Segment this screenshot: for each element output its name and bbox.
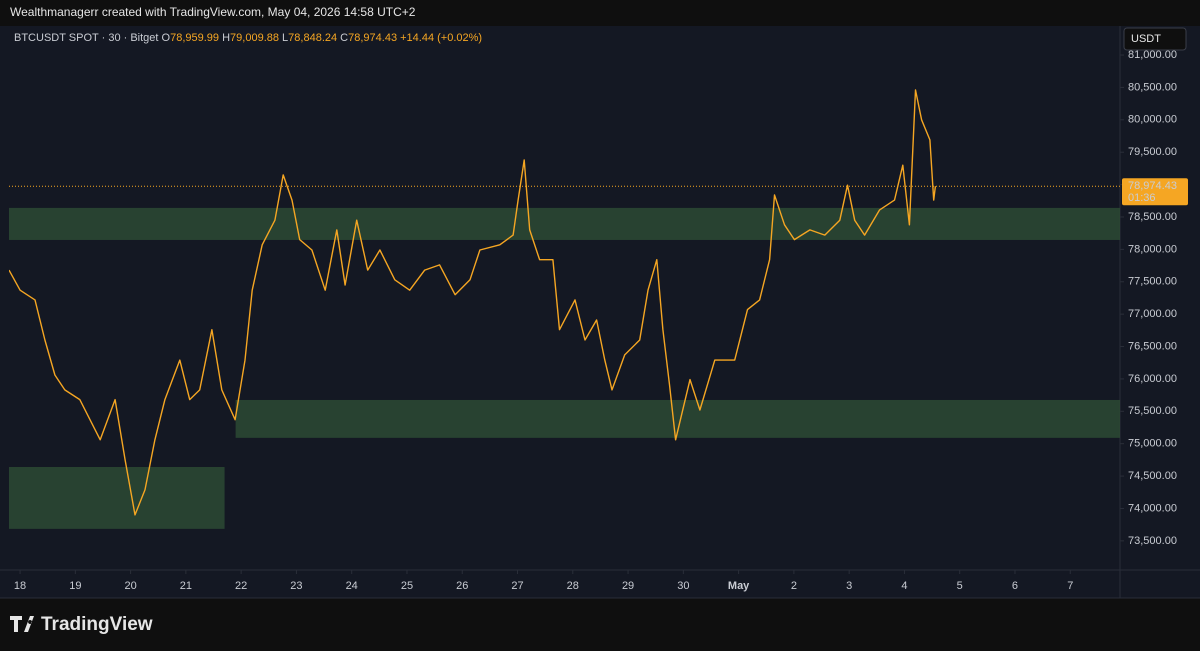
y-tick-label: 75,500.00 [1128,405,1177,417]
x-tick-label: 23 [290,580,302,592]
legend-value: 78,959.99 [170,32,219,44]
y-tick-label: 77,000.00 [1128,308,1177,320]
legend-key: C [340,32,348,44]
y-tick-label: 78,500.00 [1128,211,1177,223]
x-tick-label: 20 [124,580,136,592]
y-tick-label: 74,000.00 [1128,502,1177,514]
legend-key: O [162,32,171,44]
x-tick-label: 26 [456,580,468,592]
y-tick-label: 79,500.00 [1128,146,1177,158]
y-tick-label: 81,000.00 [1128,49,1177,61]
zone [9,207,1120,240]
x-tick-label: 25 [401,580,413,592]
x-tick-label: 7 [1067,580,1073,592]
legend-key: H [222,32,230,44]
currency-button[interactable] [1123,27,1187,51]
brand: TradingView [41,614,153,635]
countdown: 01:36 [1128,192,1156,204]
y-tick-label: 74,500.00 [1128,470,1177,482]
y-tick-label: 77,500.00 [1128,276,1177,288]
legend-value: 79,009.88 [230,32,279,44]
x-tick-label: 5 [957,580,963,592]
currency[interactable]: USDT [1131,33,1161,45]
credit: Wealthmanagerr created with TradingView.… [10,5,416,19]
symbol: BTCUSDT SPOT · 30 · Bitget [14,32,158,44]
x-tick-label: 21 [180,580,192,592]
x-tick-label: 18 [14,580,26,592]
change: +14.44 (+0.02%) [400,32,482,44]
y-tick-label: 73,500.00 [1128,535,1177,547]
x-tick-label: 27 [511,580,523,592]
legend-key: L [282,32,288,44]
legend: BTCUSDT SPOT · 30 · Bitget O78,959.99 H7… [14,32,482,44]
y-tick-label: 75,000.00 [1128,438,1177,450]
x-tick-label: 2 [791,580,797,592]
y-tick-label: 80,000.00 [1128,114,1177,126]
y-tick-label: 78,000.00 [1128,243,1177,255]
x-tick-label: 28 [567,580,579,592]
x-tick-label: 19 [69,580,81,592]
y-tick-label: 76,500.00 [1128,340,1177,352]
y-tick-label: 76,000.00 [1128,373,1177,385]
last-price-label: 78,974.43 [1128,180,1177,192]
last-price-tag [1122,178,1188,206]
x-tick-label: 22 [235,580,247,592]
legend-value: 78,974.43 [348,32,397,44]
x-tick-label: May [728,580,750,592]
x-tick-label: 30 [677,580,689,592]
zone [9,467,225,529]
price-line [9,89,937,516]
logo [10,616,34,632]
x-tick-label: 4 [901,580,907,592]
x-tick-label: 24 [346,580,358,592]
x-tick-label: 3 [846,580,852,592]
legend-value: 78,848.24 [288,32,337,44]
y-tick-label: 80,500.00 [1128,81,1177,93]
x-tick-label: 6 [1012,580,1018,592]
logo-mark [10,616,34,632]
x-tick-label: 29 [622,580,634,592]
